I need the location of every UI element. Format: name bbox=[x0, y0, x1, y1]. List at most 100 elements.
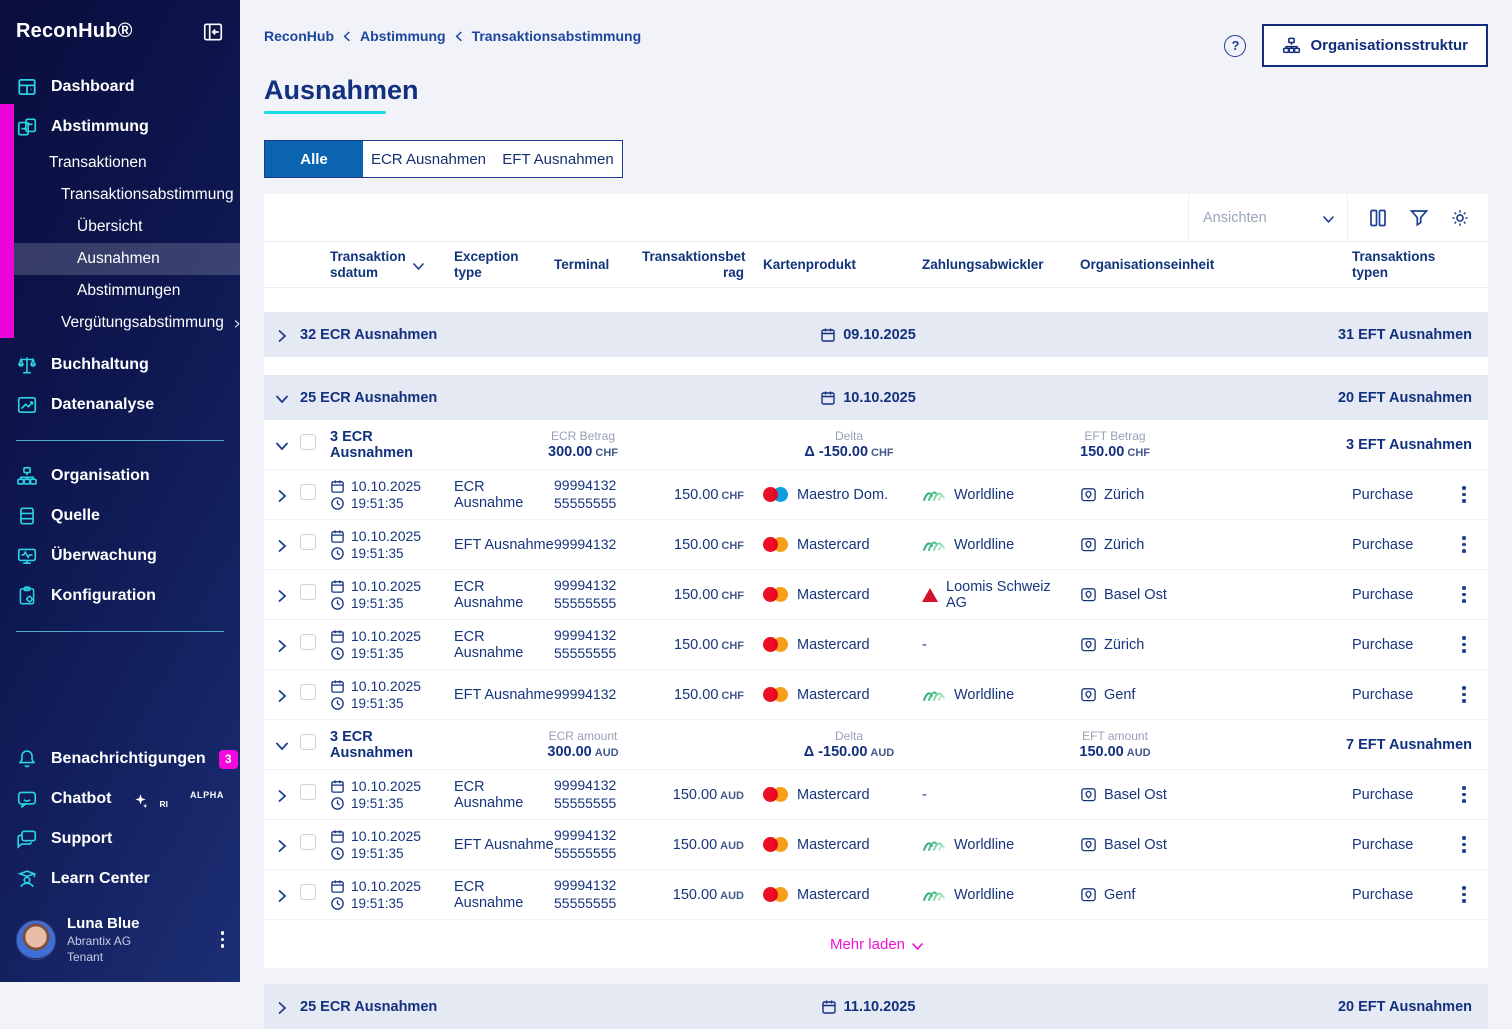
column-transaktionstypen[interactable]: Transaktions typen bbox=[1352, 248, 1436, 280]
select-all-checkbox[interactable] bbox=[300, 434, 316, 450]
sidebar-item-label: Buchhaltung bbox=[51, 356, 149, 373]
column-transaktionsdatum[interactable]: Transaktion sdatum bbox=[330, 248, 406, 280]
transaction-type: Purchase bbox=[1352, 586, 1414, 603]
column-zahlungsabwickler[interactable]: Zahlungsabwickler bbox=[922, 256, 1044, 272]
row-checkbox[interactable] bbox=[300, 884, 316, 900]
sidebar-item-abstimmung[interactable]: Abstimmung bbox=[0, 107, 240, 147]
collapse-chevron-icon[interactable] bbox=[264, 738, 300, 752]
row-menu-kebab-icon[interactable] bbox=[1458, 581, 1470, 609]
columns-icon[interactable] bbox=[1368, 208, 1388, 228]
expand-chevron-icon[interactable] bbox=[264, 328, 300, 342]
mastercard-icon bbox=[763, 687, 788, 702]
org-unit: Zürich bbox=[1104, 536, 1145, 553]
worldline-icon bbox=[922, 487, 946, 503]
sidebar-item-ausnahmen[interactable]: Ausnahmen bbox=[0, 243, 240, 275]
table-row: 10.10.2025 19:51:35 ECR Ausnahme 9999413… bbox=[264, 870, 1488, 920]
sidebar-item-buchhaltung[interactable]: Buchhaltung bbox=[0, 345, 240, 385]
monitor-icon bbox=[16, 545, 38, 567]
sidebar-item-benachrichtigungen[interactable]: Benachrichtigungen 3 bbox=[0, 739, 240, 779]
breadcrumb-transaktionsabstimmung[interactable]: Transaktionsabstimmung bbox=[471, 28, 642, 44]
sidebar-item-abstimmungen[interactable]: Abstimmungen bbox=[77, 282, 181, 299]
sidebar-item-organisation[interactable]: Organisation bbox=[0, 456, 240, 496]
expand-chevron-icon[interactable] bbox=[264, 1000, 300, 1014]
sidebar-item-quelle[interactable]: Quelle bbox=[0, 496, 240, 536]
sidebar-item-transaktionsabstimmung[interactable]: Transaktionsabstimmung bbox=[0, 179, 253, 216]
collapse-chevron-icon[interactable] bbox=[264, 438, 300, 452]
row-expand-chevron-icon[interactable] bbox=[264, 838, 300, 852]
row-expand-chevron-icon[interactable] bbox=[264, 538, 300, 552]
row-checkbox[interactable] bbox=[300, 634, 316, 650]
row-checkbox[interactable] bbox=[300, 784, 316, 800]
column-transaktionsbetrag[interactable]: Transaktionsbet rag bbox=[642, 248, 746, 280]
subgroup-eft-count: 7 EFT Ausnahmen bbox=[1346, 736, 1472, 753]
sidebar-item-learn-center[interactable]: Learn Center bbox=[0, 859, 240, 899]
tab-eft-ausnahmen[interactable]: EFT Ausnahmen bbox=[502, 150, 614, 168]
transaction-type: Purchase bbox=[1352, 786, 1414, 803]
sidebar-item-transaktionen[interactable]: Transaktionen bbox=[49, 154, 147, 171]
tab-ecr-ausnahmen[interactable]: ECR Ausnahmen bbox=[370, 150, 487, 168]
breadcrumb-abstimmung[interactable]: Abstimmung bbox=[360, 28, 446, 44]
sidebar-item-chatbot[interactable]: Chatbot RI ALPHA bbox=[0, 779, 240, 819]
sidebar-item-konfiguration[interactable]: Konfiguration bbox=[0, 576, 240, 616]
card-product: Mastercard bbox=[797, 586, 870, 603]
org-unit-pin-icon bbox=[1080, 836, 1097, 853]
chevron-left-icon bbox=[343, 30, 351, 42]
views-dropdown[interactable]: Ansichten bbox=[1188, 194, 1348, 241]
row-checkbox[interactable] bbox=[300, 684, 316, 700]
exception-type: EFT Ausnahme bbox=[454, 536, 554, 553]
row-menu-kebab-icon[interactable] bbox=[1458, 481, 1470, 509]
reconciliation-icon bbox=[16, 116, 38, 138]
column-terminal[interactable]: Terminal bbox=[554, 256, 610, 272]
row-menu-kebab-icon[interactable] bbox=[1458, 831, 1470, 859]
sort-chevron-icon[interactable] bbox=[412, 259, 424, 271]
select-all-checkbox[interactable] bbox=[300, 734, 316, 750]
clock-icon bbox=[330, 646, 345, 661]
row-expand-chevron-icon[interactable] bbox=[264, 688, 300, 702]
table-row: 10.10.2025 19:51:35 ECR Ausnahme 9999413… bbox=[264, 770, 1488, 820]
user-profile[interactable]: Luna Blue Abrantix AG Tenant bbox=[0, 899, 240, 972]
calendar-icon bbox=[330, 779, 345, 794]
row-expand-chevron-icon[interactable] bbox=[264, 588, 300, 602]
ecr-count: 32 ECR Ausnahmen bbox=[300, 326, 438, 343]
user-menu-kebab-icon[interactable] bbox=[217, 926, 229, 954]
sidebar-item-dashboard[interactable]: Dashboard bbox=[0, 67, 240, 107]
filter-icon[interactable] bbox=[1409, 208, 1429, 228]
sidebar-item-datenanalyse[interactable]: Datenanalyse bbox=[0, 385, 240, 425]
row-checkbox[interactable] bbox=[300, 834, 316, 850]
sidebar-item-ueberwachung[interactable]: Überwachung bbox=[0, 536, 240, 576]
row-menu-kebab-icon[interactable] bbox=[1458, 631, 1470, 659]
breadcrumb-reconhub[interactable]: ReconHub bbox=[264, 28, 334, 44]
transaction-type: Purchase bbox=[1352, 886, 1414, 903]
row-menu-kebab-icon[interactable] bbox=[1458, 781, 1470, 809]
column-exception-type[interactable]: Exception type bbox=[454, 248, 519, 280]
mastercard-icon bbox=[763, 837, 788, 852]
help-icon[interactable]: ? bbox=[1224, 34, 1247, 57]
organisationsstruktur-button[interactable]: Organisationsstruktur bbox=[1262, 24, 1488, 67]
row-expand-chevron-icon[interactable] bbox=[264, 638, 300, 652]
collapse-chevron-icon[interactable] bbox=[264, 391, 300, 405]
table-row: 10.10.2025 19:51:35 ECR Ausnahme 9999413… bbox=[264, 620, 1488, 670]
row-menu-kebab-icon[interactable] bbox=[1458, 531, 1470, 559]
sidebar-collapse-icon[interactable] bbox=[202, 21, 224, 43]
sidebar-item-uebersicht[interactable]: Übersicht bbox=[77, 218, 143, 235]
ecr-amount-label: ECR amount bbox=[548, 729, 618, 743]
sidebar-item-support[interactable]: Support bbox=[0, 819, 240, 859]
column-kartenprodukt[interactable]: Kartenprodukt bbox=[763, 256, 857, 272]
row-menu-kebab-icon[interactable] bbox=[1458, 881, 1470, 909]
sidebar-item-label: Chatbot bbox=[51, 790, 112, 807]
sidebar-item-label: Abstimmung bbox=[51, 118, 149, 135]
row-expand-chevron-icon[interactable] bbox=[264, 488, 300, 502]
load-more-button[interactable]: Mehr laden bbox=[264, 920, 1488, 968]
subgroup-ecr-count: 3 ECR Ausnahmen bbox=[330, 728, 413, 761]
sidebar-divider bbox=[16, 631, 224, 632]
tab-alle[interactable]: Alle bbox=[265, 141, 363, 177]
gear-icon[interactable] bbox=[1450, 208, 1470, 228]
row-expand-chevron-icon[interactable] bbox=[264, 788, 300, 802]
column-organisationseinheit[interactable]: Organisationseinheit bbox=[1080, 256, 1215, 272]
row-checkbox[interactable] bbox=[300, 534, 316, 550]
row-checkbox[interactable] bbox=[300, 484, 316, 500]
sidebar-item-verguetungsabstimmung[interactable]: Vergütungsabstimmung bbox=[0, 307, 240, 339]
row-checkbox[interactable] bbox=[300, 584, 316, 600]
row-menu-kebab-icon[interactable] bbox=[1458, 681, 1470, 709]
row-expand-chevron-icon[interactable] bbox=[264, 888, 300, 902]
